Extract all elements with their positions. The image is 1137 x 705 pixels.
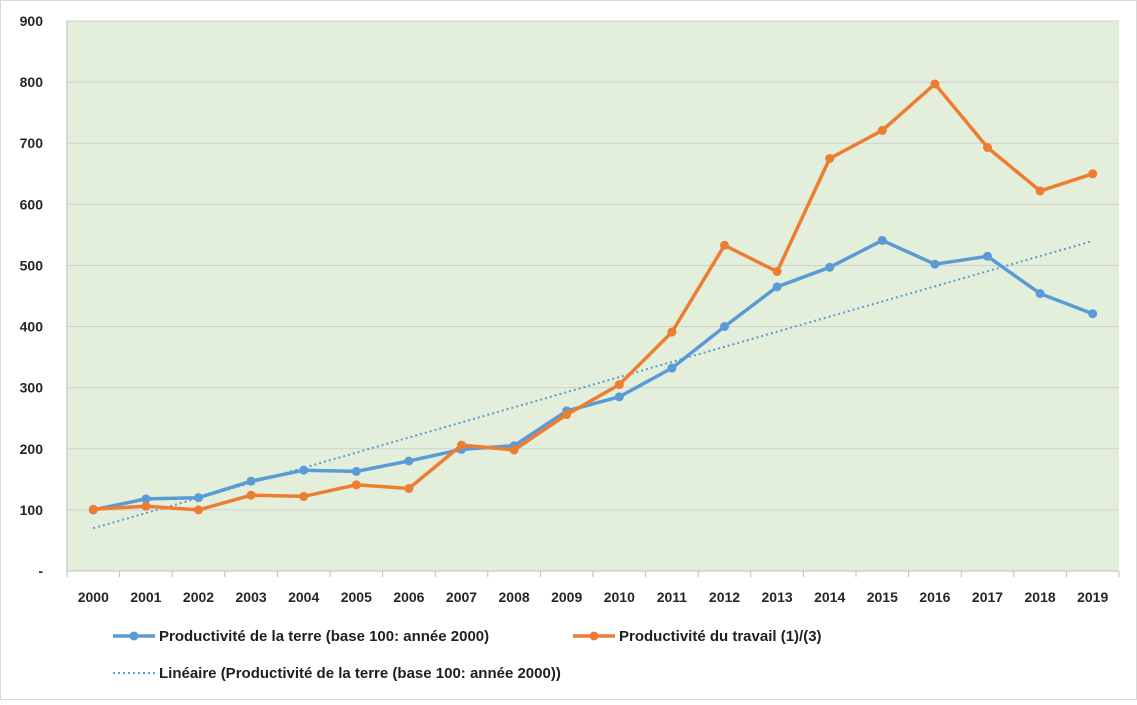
x-tick-label: 2017 <box>972 589 1003 605</box>
data-point <box>930 259 940 269</box>
data-point <box>667 363 677 373</box>
y-tick-label: 600 <box>20 196 44 212</box>
series-2 <box>88 79 1098 515</box>
data-point <box>614 392 624 402</box>
legend-marker <box>589 631 599 641</box>
y-tick-label: 500 <box>20 257 44 273</box>
y-tick-label: 300 <box>20 380 44 396</box>
series-line <box>93 82 1094 512</box>
y-tick-label: 700 <box>20 135 44 151</box>
data-point <box>194 505 203 515</box>
series-layer <box>88 79 1098 515</box>
data-point <box>930 79 940 89</box>
legend-item-3: Linéaire (Productivité de la terre (base… <box>113 665 561 682</box>
y-tick-label: 200 <box>20 441 44 457</box>
data-point <box>88 504 98 514</box>
legend-item-2: Productivité du travail (1)/(3) <box>573 628 822 645</box>
x-tick-label: 2006 <box>393 589 424 605</box>
data-point <box>1035 289 1045 299</box>
x-tick-label: 2015 <box>867 589 898 605</box>
x-axis-ticks: 2000 2001 2002 2003 2004 2005 2006 2007 2008 2009… <box>66 571 1120 605</box>
x-tick-label: 2001 <box>130 589 161 605</box>
data-point <box>246 476 256 486</box>
data-point <box>720 322 729 332</box>
x-tick-label: 2011 <box>657 589 688 605</box>
data-point <box>404 484 414 493</box>
y-tick-label: - <box>38 563 43 579</box>
data-point <box>1035 186 1045 196</box>
data-point <box>1088 309 1098 319</box>
data-point <box>825 262 835 272</box>
trendline <box>93 240 1093 530</box>
data-point <box>299 491 309 501</box>
data-point <box>825 154 835 163</box>
x-tick-label: 2012 <box>709 589 740 605</box>
series-1 <box>88 235 1098 515</box>
data-point <box>614 380 624 390</box>
data-point <box>246 490 256 500</box>
x-tick-label: 2002 <box>183 589 214 605</box>
gridlines <box>66 20 1119 572</box>
x-tick-label: 2003 <box>236 589 267 605</box>
legend-label: Linéaire (Productivité de la terre (base… <box>159 665 561 682</box>
plot-area <box>67 21 1119 571</box>
data-point <box>983 143 992 152</box>
legend: Productivité de la terre (base 100: anné… <box>113 628 822 682</box>
legend-label: Productivité de la terre (base 100: anné… <box>159 628 489 645</box>
data-point <box>299 465 309 475</box>
y-tick-label: 800 <box>20 74 44 90</box>
y-tick-label: 400 <box>20 319 44 335</box>
x-tick-label: 2005 <box>341 589 372 605</box>
y-axis-ticks: - 100 200 300 400 500 600 700 800 900 <box>20 13 44 579</box>
data-point <box>194 493 203 503</box>
legend-marker <box>129 631 139 641</box>
data-point <box>351 480 361 490</box>
data-point <box>667 327 677 337</box>
x-tick-label: 2018 <box>1025 589 1056 605</box>
x-tick-label: 2016 <box>919 589 950 605</box>
data-point <box>877 125 887 135</box>
x-tick-label: 2008 <box>499 589 530 605</box>
x-tick-label: 2010 <box>604 589 635 605</box>
data-point <box>983 251 992 261</box>
x-tick-label: 2009 <box>551 589 582 605</box>
y-tick-label: 100 <box>20 502 44 518</box>
data-point <box>772 267 782 277</box>
data-point <box>509 445 519 455</box>
trendline-layer <box>93 240 1093 530</box>
data-point <box>404 456 414 466</box>
legend-label: Productivité du travail (1)/(3) <box>619 628 822 645</box>
y-tick-label: 900 <box>20 13 44 29</box>
x-tick-label: 2004 <box>288 589 319 605</box>
data-point <box>457 440 466 450</box>
series-line <box>92 238 1094 512</box>
x-tick-label: 2000 <box>78 589 109 605</box>
data-point <box>141 501 151 511</box>
legend-item-1: Productivité de la terre (base 100: anné… <box>113 628 489 645</box>
data-point <box>877 235 887 245</box>
data-point <box>720 240 729 250</box>
data-point <box>772 282 782 292</box>
x-tick-label: 2019 <box>1077 589 1108 605</box>
x-tick-label: 2007 <box>446 589 477 605</box>
data-point <box>141 494 151 504</box>
x-tick-label: 2014 <box>814 589 845 605</box>
data-point <box>1088 169 1098 179</box>
data-point <box>562 410 572 420</box>
data-point <box>351 466 361 476</box>
x-tick-label: 2013 <box>762 589 793 605</box>
